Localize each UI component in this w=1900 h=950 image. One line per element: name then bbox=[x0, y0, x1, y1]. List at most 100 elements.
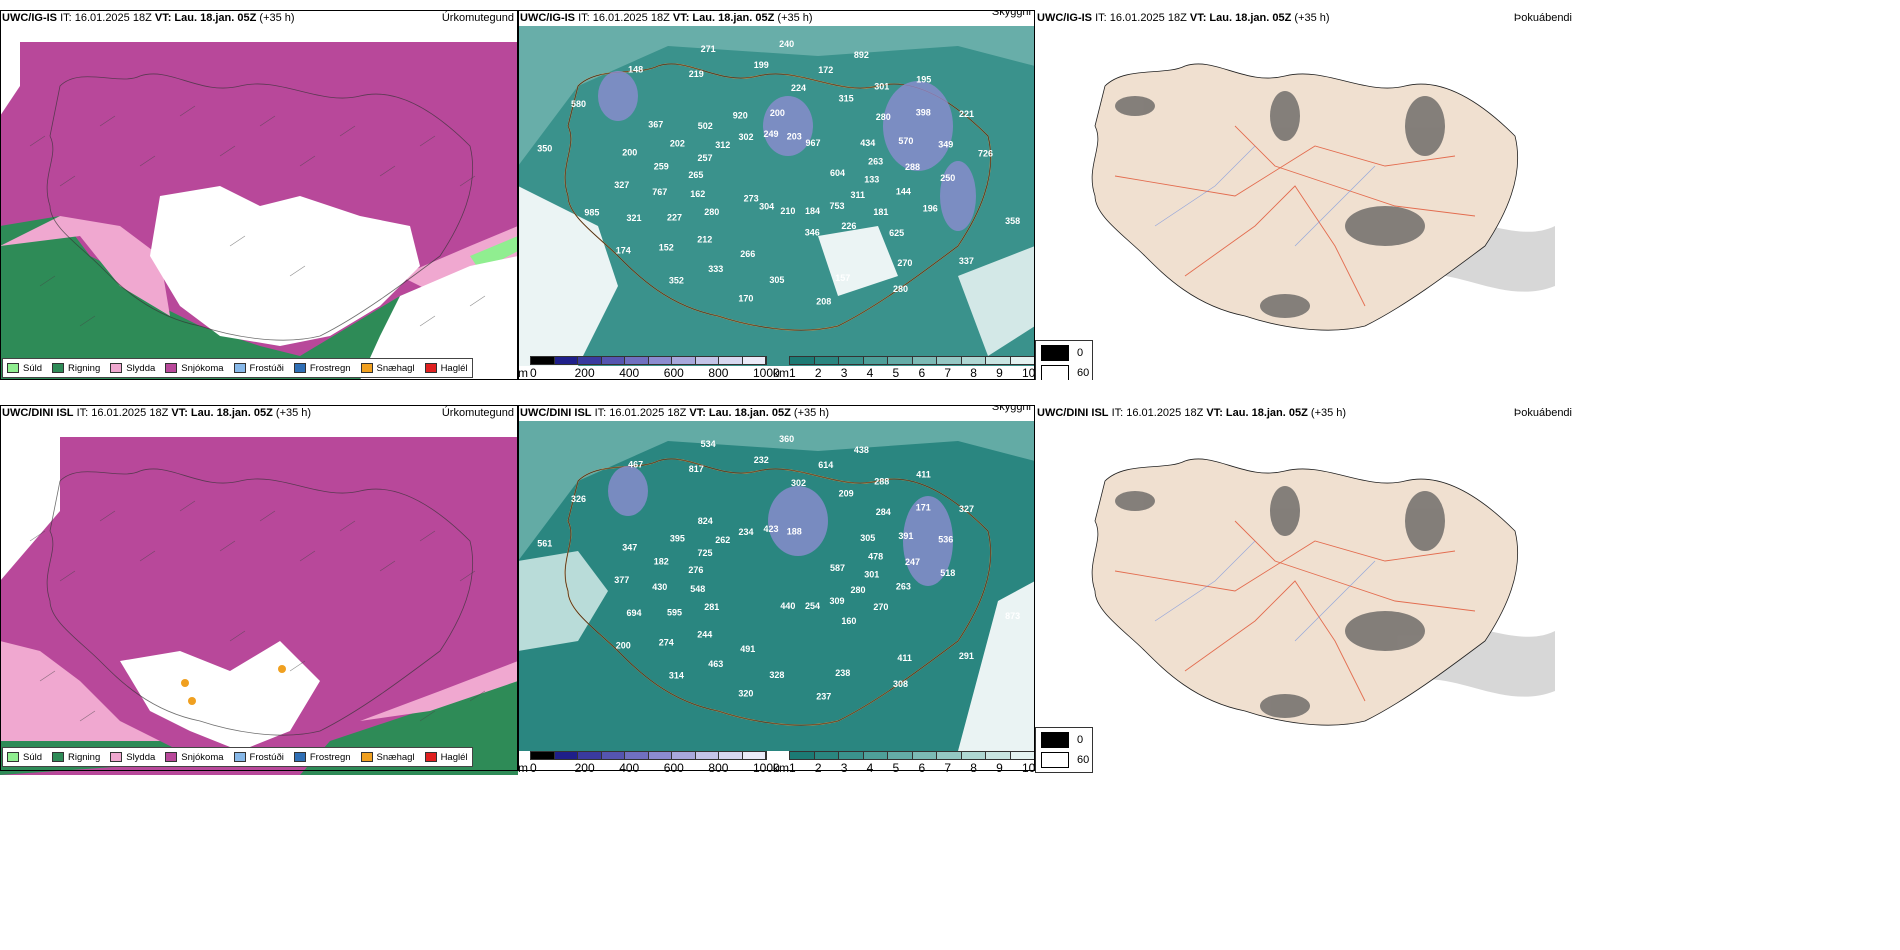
fog-legend-1: 0 60 bbox=[1035, 340, 1093, 380]
cloud-base-label: 171 bbox=[916, 503, 931, 513]
cloud-base-label: 561 bbox=[537, 538, 552, 548]
model-name: UWC/IG-IS bbox=[1037, 12, 1092, 24]
legend-swatch bbox=[360, 752, 373, 762]
colorbar-segment bbox=[601, 752, 625, 759]
fog-legend-swatch-light bbox=[1041, 752, 1069, 768]
colorbar-strip bbox=[530, 356, 767, 365]
cloud-base-label: 257 bbox=[698, 153, 713, 163]
cloud-base-label: 311 bbox=[851, 190, 866, 200]
cloud-base-label: 273 bbox=[744, 193, 759, 203]
cloud-base-label: 202 bbox=[670, 139, 685, 149]
colorbar-tick-label: 600 bbox=[663, 761, 684, 775]
colorbar-segment bbox=[888, 752, 913, 759]
cloud-title-bar-1: UWC/IG-IS IT: 16.01.2025 18Z VT: Lau. 18… bbox=[518, 10, 1035, 26]
valid-time: VT: Lau. 18.jan. 05Z bbox=[154, 12, 257, 24]
colorbar-segment bbox=[531, 357, 555, 364]
legend-item: Slydda bbox=[110, 363, 155, 374]
visibility-colorbar-1: km 1 2 3 4 5 6 7 8 9 10 bbox=[773, 356, 1035, 380]
cloud-base-label: 301 bbox=[864, 570, 879, 580]
cloud-base-label: 270 bbox=[897, 258, 912, 268]
colorbar-segment bbox=[1010, 357, 1035, 364]
cloud-base-label: 254 bbox=[805, 601, 820, 611]
cloud-base-label: 244 bbox=[697, 629, 712, 639]
legend-swatch bbox=[233, 363, 246, 373]
cloud-base-label: 304 bbox=[759, 202, 774, 212]
cloud-panel-title: Skyggni bbox=[991, 405, 1031, 413]
cloud-base-label: 595 bbox=[667, 608, 682, 618]
colorbar-segment bbox=[554, 752, 578, 759]
legend-swatch bbox=[52, 752, 65, 762]
legend-swatch bbox=[360, 363, 373, 373]
cloud-base-label: 346 bbox=[805, 228, 820, 238]
legend-item: Snjókoma bbox=[165, 363, 224, 374]
colorbar-tick-label: 1 bbox=[789, 366, 796, 380]
legend-swatch bbox=[52, 363, 65, 373]
cloud-base-label: 250 bbox=[940, 173, 955, 183]
visibility-colorbar-2: km 1 2 3 4 5 6 7 8 9 10 bbox=[773, 751, 1035, 775]
colorbar-tick-label: 0 bbox=[530, 761, 537, 775]
legend-swatch bbox=[233, 752, 246, 762]
legend-swatch bbox=[165, 363, 178, 373]
colorbar-tick-label: 400 bbox=[619, 761, 640, 775]
colorbar-segment bbox=[937, 357, 962, 364]
cloud-base-label: 360 bbox=[779, 434, 794, 444]
cloud-base-label: 234 bbox=[739, 527, 754, 537]
legend-item: Snjókoma bbox=[165, 752, 224, 763]
cloud-base-label: 291 bbox=[959, 651, 974, 661]
colorbar-segment bbox=[648, 752, 672, 759]
colorbar-strip bbox=[789, 356, 1035, 365]
cloud-base-label: 726 bbox=[978, 149, 993, 159]
cloud-base-label: 614 bbox=[818, 460, 833, 470]
precip-legend-2: Súld Rigning Slydda Snjókoma Frostúði Fr… bbox=[2, 747, 473, 767]
cloud-base-label: 280 bbox=[704, 207, 719, 217]
colorbar-segment bbox=[625, 752, 649, 759]
fog-map-1 bbox=[1035, 26, 1555, 380]
colorbar-segment bbox=[863, 752, 888, 759]
legend-item: Haglél bbox=[424, 752, 468, 763]
cloud-base-label: 312 bbox=[715, 140, 730, 150]
colorbar-tick-label: 1 bbox=[789, 761, 796, 775]
colorbar-unit: km bbox=[773, 761, 789, 775]
cloud-base-label: 398 bbox=[916, 108, 931, 118]
cloud-base-label: 767 bbox=[652, 187, 667, 197]
cloud-base-label: 265 bbox=[688, 170, 703, 180]
legend-item: Frostúði bbox=[233, 752, 284, 763]
legend-swatch bbox=[7, 363, 19, 373]
cloud-base-label: 548 bbox=[690, 584, 705, 594]
colorbar-tick-label: 10 bbox=[1022, 761, 1035, 775]
cloud-base-label: 315 bbox=[839, 93, 854, 103]
legend-item: Snæhagl bbox=[360, 363, 415, 374]
cloud-base-label: 237 bbox=[816, 692, 831, 702]
colorbar-segment bbox=[790, 357, 815, 364]
cloud-base-label: 377 bbox=[614, 575, 629, 585]
legend-item: Rigning bbox=[52, 752, 100, 763]
cloud-base-label: 224 bbox=[791, 83, 806, 93]
cloud-visibility-panel-2: UWC/DINI ISL IT: 16.01.2025 18Z VT: Lau.… bbox=[518, 405, 1035, 775]
legend-swatch bbox=[424, 752, 437, 762]
cloud-base-label: 249 bbox=[764, 129, 779, 139]
cloud-base-label: 172 bbox=[818, 65, 833, 75]
cloud-base-label: 238 bbox=[835, 668, 850, 678]
colorbar-tick-label: 6 bbox=[918, 366, 926, 380]
model-name: UWC/DINI ISL bbox=[1037, 407, 1109, 419]
cloud-base-label: 160 bbox=[841, 616, 856, 626]
cloud-base-label: 536 bbox=[938, 535, 953, 545]
cloud-base-label: 301 bbox=[874, 82, 889, 92]
cloud-base-label: 625 bbox=[889, 228, 904, 238]
init-time: IT: 16.01.2025 18Z bbox=[1111, 407, 1204, 419]
colorbar-tick-label: 3 bbox=[840, 761, 848, 775]
legend-item: Rigning bbox=[52, 363, 100, 374]
cloud-base-label: 391 bbox=[898, 531, 913, 541]
colorbar-segment bbox=[578, 752, 602, 759]
fog-legend-swatch-dark bbox=[1041, 345, 1069, 361]
colorbar-tick-label: 6 bbox=[918, 761, 926, 775]
legend-item: Súld bbox=[7, 363, 42, 374]
colorbar-tick-label: 5 bbox=[892, 761, 900, 775]
cloud-base-label: 411 bbox=[916, 469, 931, 479]
cloud-base-label: 320 bbox=[738, 688, 753, 698]
colorbar-strip bbox=[789, 751, 1035, 760]
colorbar-segment bbox=[863, 357, 888, 364]
cloud-base-label: 199 bbox=[754, 60, 769, 70]
colorbar-segment bbox=[790, 752, 815, 759]
colorbar-tick-label: 800 bbox=[708, 366, 729, 380]
